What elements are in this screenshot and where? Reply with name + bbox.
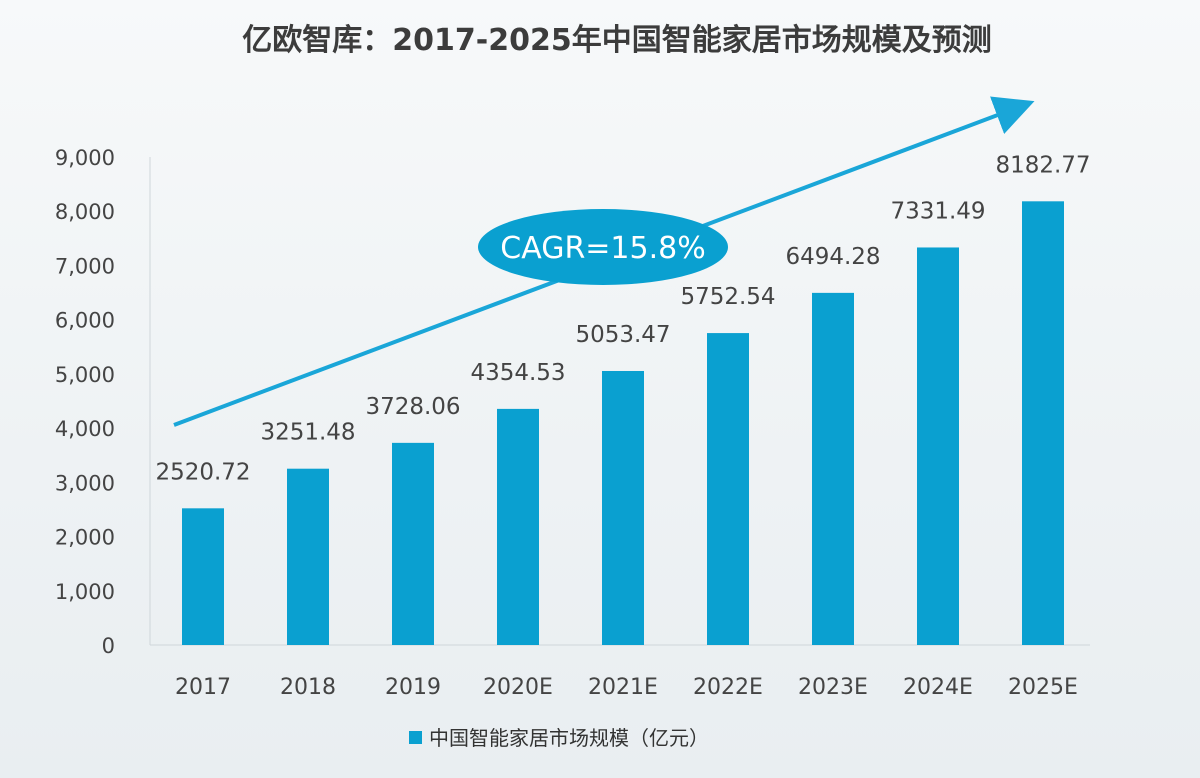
bar <box>602 370 644 645</box>
y-tick-label: 9,000 <box>55 146 115 170</box>
bar <box>497 408 539 645</box>
legend-swatch <box>409 731 422 744</box>
bar <box>917 247 959 645</box>
data-label: 8182.77 <box>995 152 1090 178</box>
x-tick-label: 2023E <box>798 675 868 700</box>
data-label: 3728.06 <box>365 394 460 420</box>
legend: 中国智能家居市场规模（亿元） <box>409 726 709 750</box>
y-tick-label: 5,000 <box>55 363 115 387</box>
x-tick-label: 2018 <box>280 675 336 700</box>
legend-label: 中国智能家居市场规模（亿元） <box>429 726 709 750</box>
y-tick-label: 0 <box>102 634 115 658</box>
y-tick-label: 2,000 <box>55 526 115 550</box>
chart-title: 亿欧智库：2017-2025年中国智能家居市场规模及预测 <box>242 23 991 58</box>
data-label: 3251.48 <box>260 420 355 446</box>
x-tick-label: 2024E <box>903 675 973 700</box>
data-label: 2520.72 <box>155 459 250 485</box>
x-tick-label: 2017 <box>175 675 231 700</box>
x-tick-label: 2020E <box>483 675 553 700</box>
bar <box>287 468 329 645</box>
x-tick-label: 2025E <box>1008 675 1078 700</box>
y-tick-label: 7,000 <box>55 254 115 278</box>
data-label: 5752.54 <box>680 284 775 310</box>
y-tick-label: 1,000 <box>55 580 115 604</box>
bar <box>707 333 749 645</box>
data-labels: 2520.72 3251.48 3728.06 4354.53 5053.47 5752.… <box>155 152 1090 485</box>
cagr-label: CAGR=15.8% <box>500 231 705 266</box>
x-tick-label: 2021E <box>588 675 658 700</box>
y-tick-label: 4,000 <box>55 417 115 441</box>
cagr-annotation: CAGR=15.8% <box>478 209 728 285</box>
category-labels: 2017 2018 2019 2020E 2021E 2022E 2023E 2024E 202… <box>175 675 1078 700</box>
bars <box>182 201 1064 646</box>
bar <box>812 292 854 645</box>
data-label: 6494.28 <box>785 244 880 270</box>
data-label: 5053.47 <box>575 322 670 348</box>
data-label: 4354.53 <box>470 360 565 386</box>
y-ticks: 0 1,000 2,000 3,000 4,000 5,000 6,000 7,000 8,00… <box>55 146 115 658</box>
x-tick-label: 2022E <box>693 675 763 700</box>
y-tick-label: 6,000 <box>55 309 115 333</box>
cagr-ellipse <box>478 209 728 285</box>
bar <box>392 442 434 645</box>
bar <box>182 508 224 645</box>
data-label: 7331.49 <box>890 198 985 224</box>
bar <box>1022 201 1064 646</box>
y-tick-label: 8,000 <box>55 200 115 224</box>
y-tick-label: 3,000 <box>55 471 115 495</box>
x-tick-label: 2019 <box>385 675 441 700</box>
